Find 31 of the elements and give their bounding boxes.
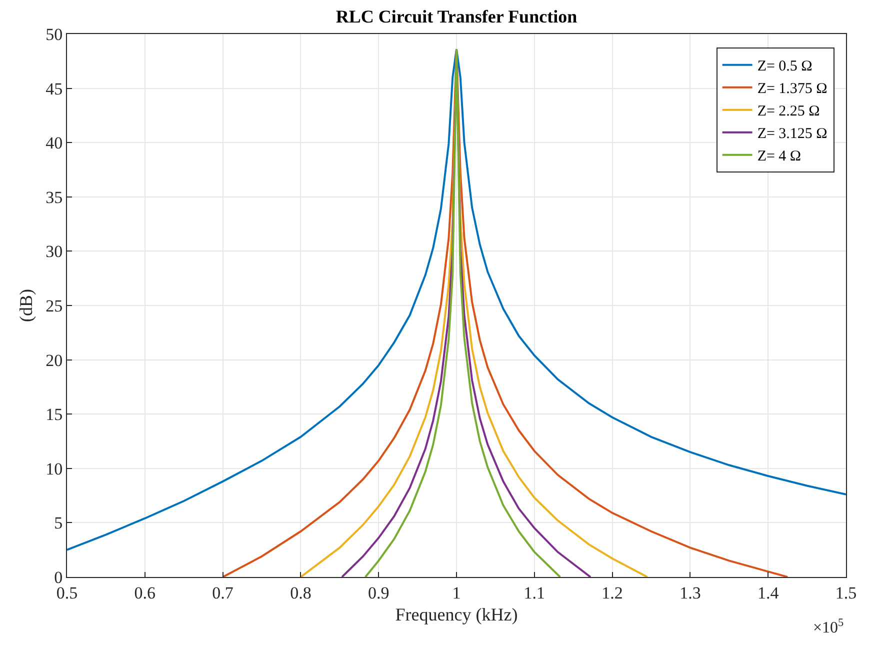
- x-tick-label: 0.9: [368, 583, 390, 602]
- text: ×10$^{5}$: [813, 617, 844, 637]
- y-tick-label: 45: [46, 79, 63, 98]
- x-tick-label: 0.6: [134, 583, 156, 602]
- line-series: [67, 48, 846, 551]
- y-tick-label: 10: [46, 459, 63, 478]
- line-series: [364, 48, 562, 577]
- y-tick-label: 30: [46, 242, 63, 262]
- y-tick-label: 15: [46, 405, 63, 424]
- x-tick-label: 0.8: [290, 583, 312, 602]
- legend-label: Z= 4 Ω: [757, 148, 802, 165]
- x-tick-label: 1.3: [680, 583, 701, 602]
- y-tick-label: 40: [46, 134, 63, 153]
- y-tick-label: 50: [46, 24, 63, 44]
- x-tick-label: 1.4: [757, 583, 780, 602]
- y-axis-title: (dB): [16, 289, 36, 322]
- x-axis-title: Frequency (kHz): [395, 604, 518, 624]
- x-tick-label: 1.2: [602, 583, 623, 602]
- legend-label: Z= 0.5 Ω: [757, 58, 812, 75]
- y-tick-label: 25: [46, 296, 63, 316]
- chart-title: RLC Circuit Transfer Function: [336, 6, 578, 26]
- y-tick-label: 20: [46, 350, 63, 370]
- legend-label: Z= 2.25 Ω: [757, 104, 820, 120]
- x-tick-label: 0.7: [212, 583, 234, 602]
- x-tick-label: 1.1: [524, 583, 546, 602]
- y-tick-label: 35: [46, 188, 63, 207]
- x-tick-label: 1.5: [835, 583, 857, 602]
- y-tick-label: 5: [54, 514, 63, 533]
- legend-label: Z= 3.125 Ω: [757, 126, 828, 142]
- x-tick-label: 1: [452, 583, 461, 602]
- legend-label: Z= 1.375 Ω: [757, 81, 828, 98]
